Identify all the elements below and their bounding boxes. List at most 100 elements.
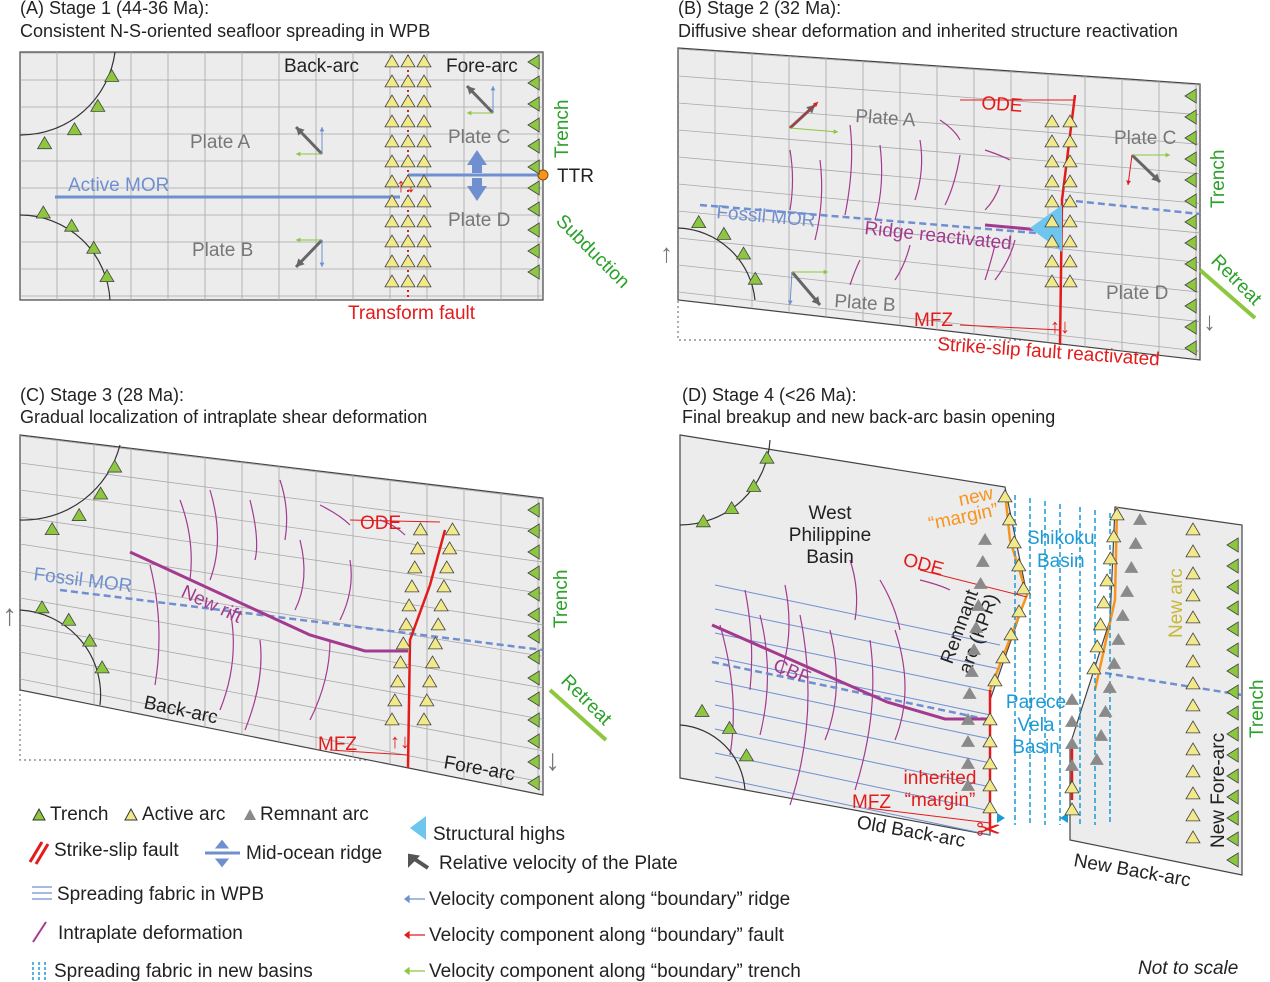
trench-triangle [1184, 319, 1197, 335]
deformation-curve [219, 609, 234, 711]
grid-line [20, 516, 543, 594]
label-new-arc: New arc [1166, 568, 1187, 638]
active-arc-triangle [400, 154, 416, 168]
deformation-curve [149, 564, 160, 686]
vel-trench-icon [404, 966, 425, 976]
label-new-fore-arc: New Fore-arc [1208, 733, 1229, 848]
velocity-arrows [294, 84, 1170, 306]
label-plate-d: Plate D [448, 210, 510, 231]
label-plate-c: Plate C [1114, 128, 1176, 149]
velocity-fault-arrow [789, 101, 819, 129]
trench-triangle [527, 159, 540, 175]
velocity-trench-arrow [789, 127, 839, 133]
grid-line [678, 156, 1200, 204]
trench-triangle [94, 660, 110, 674]
active-arc-icon [124, 807, 138, 821]
active-arc-triangle [1006, 535, 1022, 549]
relative-velocity-arrow-head [811, 296, 820, 305]
velocity-trench-arrow-head [296, 151, 301, 157]
active-arc-triangle [1185, 632, 1201, 646]
active-arc-triangle [416, 154, 432, 168]
deformation-curve [179, 499, 192, 581]
new-basin-fabric-icon [32, 962, 46, 980]
grid-line [20, 624, 543, 720]
panel-b-title: (B) Stage 2 (32 Ma): [678, 0, 841, 18]
active-arc-triangle [384, 254, 400, 268]
trench-triangle [527, 754, 540, 770]
active-arc-triangle [1062, 174, 1078, 188]
active-arc-triangle [416, 54, 432, 68]
label-trench: Trench [552, 100, 573, 158]
deformation-curve [789, 149, 794, 211]
remnant-arc-triangle [961, 735, 975, 747]
trench-triangle [527, 586, 540, 602]
panel-c: (C) Stage 3 (28 Ma): Gradual localizatio… [2, 385, 616, 796]
grid-line [20, 489, 543, 563]
active-arc-triangle [384, 54, 400, 68]
mor-icon [205, 839, 240, 868]
label-fore-arc: Fore-arc [446, 56, 518, 77]
retreat-arrow-icon [548, 688, 608, 742]
trench-triangle [721, 720, 738, 734]
active-arc-triangle [384, 274, 400, 288]
trench-triangle [527, 565, 540, 581]
trench-triangle [36, 135, 53, 150]
deformation-curve [914, 139, 923, 201]
mfz-leader [959, 324, 1061, 331]
active-arc-triangle [1102, 551, 1119, 565]
trench-triangle [1184, 340, 1197, 356]
active-arc-triangle [1044, 114, 1060, 128]
velocity-fault-arrow-head [813, 102, 818, 107]
trench-triangle [527, 544, 540, 560]
active-arc-triangle [427, 636, 444, 650]
trench-triangle [1184, 235, 1197, 251]
label-plate-d: Plate D [1106, 283, 1168, 304]
active-arc-triangle [384, 154, 400, 168]
trench-triangle [66, 122, 83, 136]
trench-triangle [527, 523, 540, 539]
trench-triangle [691, 214, 707, 229]
label-mfz: MFZ [318, 734, 357, 755]
velocity-trench-arrow-head [823, 269, 828, 275]
active-arc-triangle [1003, 627, 1019, 641]
trench-triangle [92, 486, 109, 500]
trench-triangle [35, 205, 51, 219]
fabric-line [714, 656, 1001, 718]
grid-line [20, 570, 543, 657]
label-plate-c: Plate C [448, 127, 510, 148]
active-arc-triangle [1099, 573, 1115, 587]
trench-triangle [63, 218, 80, 232]
trench-triangle [527, 201, 540, 217]
trench-triangle [1226, 558, 1239, 574]
label-ode: ODE [981, 93, 1024, 117]
active-arc-triangle [412, 522, 429, 536]
active-arc-triangle [384, 134, 400, 148]
panel-a-subtitle: Consistent N-S-oriented seafloor spreadi… [20, 21, 430, 41]
spreading-arrow-down-icon [467, 178, 487, 201]
remnant-arc-triangle [1128, 537, 1143, 549]
panel-d-subtitle: Final breakup and new back-arc basin ope… [682, 407, 1055, 427]
grid-line [20, 597, 543, 689]
legend-relative-velocity: Relative velocity of the Plate [439, 853, 678, 874]
trench-triangle [527, 649, 540, 665]
panel-d-title: (D) Stage 4 (<26 Ma): [682, 385, 857, 405]
trench-triangle [735, 246, 752, 260]
active-arc-triangle [1015, 581, 1032, 595]
label-trench: Trench [551, 570, 572, 628]
active-arc-triangle [439, 560, 455, 574]
deformation-curve [719, 624, 734, 756]
fossil-mor-line [59, 588, 544, 652]
legend-intraplate: Intraplate deformation [58, 923, 243, 944]
mfz-leader [867, 807, 991, 824]
label-ttr: TTR [557, 166, 594, 187]
trench-triangle [1226, 621, 1239, 637]
remnant-arc-icon [244, 809, 256, 820]
active-arc-triangle [416, 254, 432, 268]
deformation-curve [939, 119, 961, 141]
active-arc-triangle [1062, 154, 1078, 168]
fabric-line [714, 632, 1001, 694]
active-arc-triangle [1185, 742, 1201, 756]
new-rift-line [129, 550, 408, 653]
deformation-curve [759, 614, 769, 736]
active-arc-triangle [1044, 154, 1060, 168]
